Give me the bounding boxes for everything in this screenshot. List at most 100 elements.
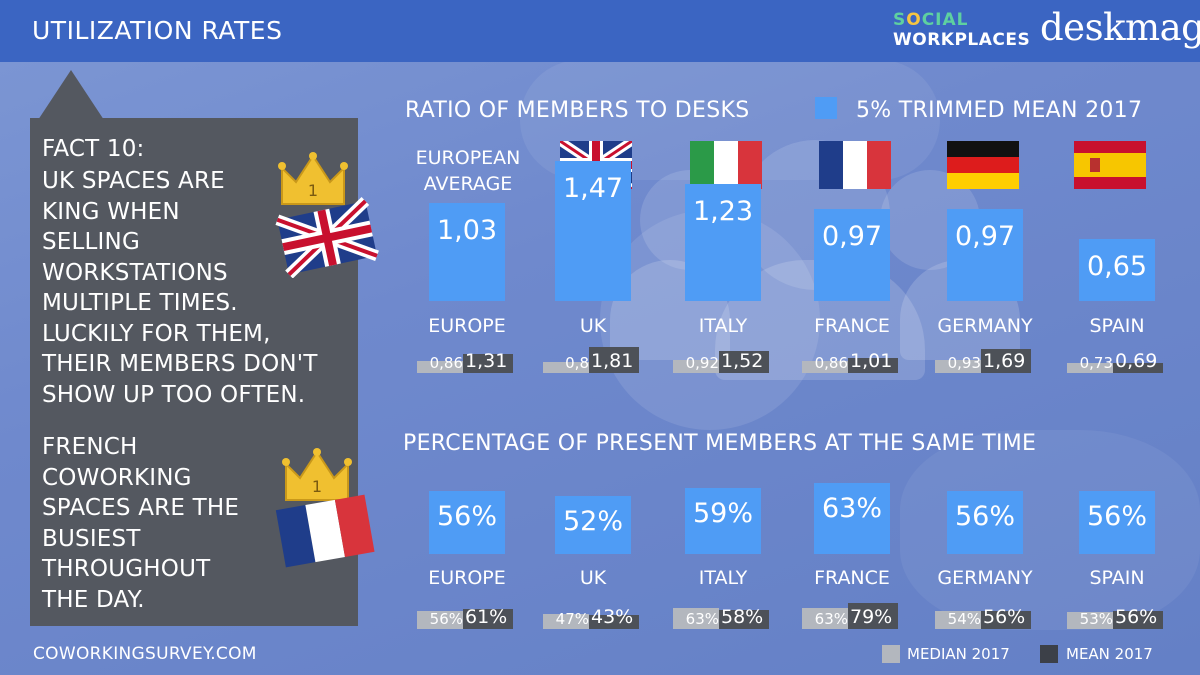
median-bar	[935, 611, 981, 629]
legend-trimmed-mean: 5% TRIMMED MEAN 2017	[856, 98, 1143, 123]
fact-text-line: FACT 10:	[42, 136, 145, 162]
fact-text-line: FRENCH	[42, 434, 138, 460]
mean-value-label: 56%	[983, 606, 1026, 628]
mean-bar	[848, 358, 898, 373]
median-bar	[673, 359, 719, 373]
mean-bar	[1113, 363, 1163, 373]
country-label: FRANCE	[814, 315, 890, 337]
fact-text-line: UK SPACES ARE	[42, 168, 225, 194]
median-bar	[1067, 362, 1113, 373]
bar	[685, 487, 761, 554]
mean-bar	[981, 610, 1031, 629]
bar	[685, 184, 761, 301]
country-label: EUROPE	[428, 315, 506, 337]
bar	[814, 208, 890, 301]
fact-text-line: THE DAY.	[42, 586, 145, 613]
country-label: SPAIN	[1089, 567, 1145, 589]
bar	[429, 203, 505, 301]
italy-flag-icon	[690, 141, 762, 189]
median-bar	[417, 610, 463, 629]
bar-value-label: 1,03	[436, 215, 498, 247]
median-bar	[802, 608, 848, 629]
mean-value-label: 1,81	[591, 350, 634, 372]
bar-value-label: 0,65	[1086, 251, 1148, 283]
median-bar	[417, 360, 463, 373]
footer-url: COWORKINGSURVEY.COM	[33, 644, 257, 664]
crown-icon: 1	[282, 448, 352, 501]
mean-bar	[589, 614, 639, 629]
bar	[555, 161, 631, 301]
fact-text-line: THEIR MEMBERS DON'T	[42, 351, 318, 377]
fact-text-line: LUCKILY FOR THEM,	[42, 320, 271, 347]
country-label: ITALY	[698, 315, 748, 337]
fact-text-line: MULTIPLE TIMES.	[42, 290, 238, 316]
median-value-label: 0,92	[685, 354, 719, 372]
bar	[947, 208, 1023, 301]
mean-bar	[589, 347, 639, 373]
deskmag-logo: deskmag	[1040, 6, 1200, 49]
country-label: FRANCE	[814, 567, 890, 589]
country-label: SPAIN	[1089, 315, 1145, 337]
bar-value-label: 0,97	[821, 220, 883, 252]
fact-text-line: KING WHEN	[42, 198, 180, 225]
france-flag-icon	[819, 141, 891, 189]
median-bar	[935, 359, 981, 373]
fact-text-line: SHOW UP TOO OFTEN.	[42, 381, 306, 408]
social-workplaces-logo: SOCIAL	[893, 12, 969, 29]
social-workplaces-logo-text: WORKPLACES	[893, 30, 1031, 50]
mean-value-label: 1,52	[721, 350, 764, 372]
median-value-label: 56%	[429, 610, 463, 628]
bar	[429, 491, 505, 554]
bar-value-label: 0,97	[954, 220, 1016, 252]
median-value-label: 63%	[814, 610, 848, 628]
legend-median: MEDIAN 2017	[907, 645, 1010, 663]
mean-value-label: 1,01	[850, 350, 893, 372]
crown-icon: 1	[278, 152, 348, 205]
spain-flag-icon	[1074, 141, 1146, 189]
fact-text-line: WORKSTATIONS	[42, 259, 228, 286]
country-label: ITALY	[698, 567, 748, 589]
mean-value-label: 0,69	[1115, 350, 1158, 372]
median-value-label: 47%	[555, 610, 589, 628]
mean-bar	[1113, 610, 1163, 629]
mean-value-label: 43%	[591, 606, 634, 628]
median-value-label: 0,86	[429, 354, 463, 372]
mean-bar	[463, 354, 513, 373]
mean-bar	[719, 351, 769, 373]
median-value-label: 0,93	[947, 354, 981, 372]
median-bar	[673, 608, 719, 629]
logo-accent-letter: O	[906, 10, 922, 30]
fact-text-line: BUSIEST	[42, 525, 141, 552]
bar-value-label: 1,47	[562, 173, 624, 205]
page-title: UTILIZATION RATES	[32, 16, 283, 45]
mean-value-label: 1,69	[983, 350, 1026, 372]
median-value-label: 54%	[947, 610, 981, 628]
chart-title-ratio: RATIO OF MEMBERS TO DESKS	[405, 98, 750, 123]
bar	[555, 495, 631, 554]
median-value-label: 0,73	[1079, 354, 1113, 372]
median-bar	[802, 360, 848, 373]
mean-bar	[981, 348, 1031, 373]
fact-text-line: SPACES ARE THE	[42, 495, 240, 521]
legend-swatch-median	[882, 645, 900, 663]
uk-flag-icon	[275, 197, 379, 278]
bar-value-label: 52%	[562, 505, 623, 537]
median-bar	[543, 613, 589, 629]
european-average-label: EUROPEAN AVERAGE	[398, 145, 538, 197]
crown-number: 1	[312, 477, 322, 496]
bar-value-label: 1,23	[692, 196, 754, 228]
germany-flag-icon	[947, 141, 1019, 189]
bar-value-label: 63%	[821, 493, 882, 525]
bar	[1079, 239, 1155, 301]
median-bar	[543, 361, 589, 373]
median-bar	[1067, 611, 1113, 629]
bar	[814, 483, 890, 554]
legend-mean: MEAN 2017	[1066, 645, 1153, 663]
median-value-label: 0,8	[565, 354, 589, 372]
france-flag-icon	[275, 494, 375, 568]
fact-text-line: SELLING	[42, 229, 140, 255]
country-label: GERMANY	[937, 315, 1033, 337]
chart-title-presence: PERCENTAGE OF PRESENT MEMBERS AT THE SAM…	[403, 431, 1037, 456]
median-value-label: 63%	[685, 610, 719, 628]
european-average-line: AVERAGE	[423, 173, 513, 195]
